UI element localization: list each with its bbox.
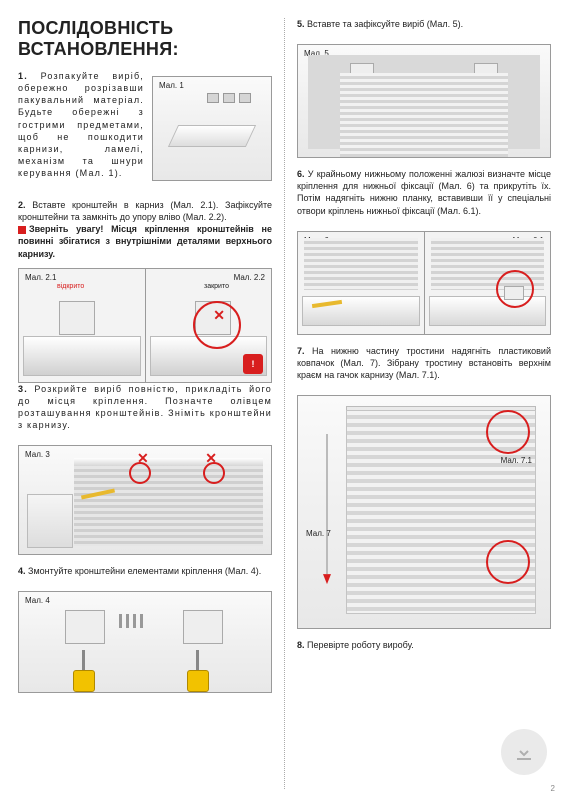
step-2-text: 2. Вставте кронштейн в карниз (Мал. 2.1)… — [18, 199, 272, 223]
step-4: 4. Змонтуйте кронштейни елементами кріпл… — [18, 565, 272, 577]
step-6: 6. У крайньому нижньому положенні жалюзі… — [297, 168, 551, 217]
left-column: ПОСЛІДОВНІСТЬ ВСТАНОВЛЕННЯ: 1. Розпакуйт… — [18, 18, 282, 789]
figure-1: Мал. 1 — [152, 76, 272, 181]
page-title: ПОСЛІДОВНІСТЬ ВСТАНОВЛЕННЯ: — [18, 18, 272, 60]
label-closed: закрито — [204, 283, 229, 290]
figure-6-group: Мал. 6 Мал. 6.1 — [297, 231, 551, 335]
figure-3: Мал. 3 ✕✕ — [18, 445, 272, 555]
step-2-warning: Зверніть увагу! Місця кріплення кронштей… — [18, 223, 272, 259]
figure-1-label: Мал. 1 — [159, 81, 184, 90]
step-1-text: 1. Розпакуйте виріб, обережно розрізавши… — [18, 70, 144, 179]
label-open: відкрито — [57, 283, 84, 290]
figure-2-1-label: Мал. 2.1 — [25, 273, 56, 282]
figure-2-group: Мал. 2.1 відкрито Мал. 2.2 закрито ✕ ! — [18, 268, 272, 383]
figure-7: Мал. 7.1 Мал. 7 — [297, 395, 551, 629]
step-2: 2. Вставте кронштейн в карниз (Мал. 2.1)… — [18, 199, 272, 260]
figure-4-label: Мал. 4 — [25, 596, 50, 605]
right-column: 5. Вставте та зафіксуйте виріб (Мал. 5).… — [287, 18, 551, 789]
step-3-text: 3. Розкрийте виріб повністю, прикладіть … — [18, 383, 272, 432]
figure-2-2-label: Мал. 2.2 — [234, 273, 265, 282]
figure-6: Мал. 6 — [297, 231, 424, 335]
step-6-text: 6. У крайньому нижньому положенні жалюзі… — [297, 168, 551, 217]
step-4-text: 4. Змонтуйте кронштейни елементами кріпл… — [18, 565, 272, 577]
step-5-text: 5. Вставте та зафіксуйте виріб (Мал. 5). — [297, 18, 551, 30]
figure-2-2: Мал. 2.2 закрито ✕ ! — [145, 268, 273, 383]
column-divider — [284, 18, 285, 789]
alert-icon: ! — [243, 354, 263, 374]
figure-2-1: Мал. 2.1 відкрито — [18, 268, 145, 383]
step-8: 8. Перевірте роботу виробу. — [297, 639, 551, 651]
figure-4: Мал. 4 — [18, 591, 272, 693]
figure-5: Мал. 5 — [297, 44, 551, 158]
figure-3-label: Мал. 3 — [25, 450, 50, 459]
step-3: 3. Розкрийте виріб повністю, прикладіть … — [18, 383, 272, 432]
step-5: 5. Вставте та зафіксуйте виріб (Мал. 5). — [297, 18, 551, 30]
figure-6-1: Мал. 6.1 — [424, 231, 552, 335]
step-7: 7. На нижню частину тростини надягніть п… — [297, 345, 551, 381]
step-7-text: 7. На нижню частину тростини надягніть п… — [297, 345, 551, 381]
step-1: 1. Розпакуйте виріб, обережно розрізавши… — [18, 70, 272, 191]
step-8-text: 8. Перевірте роботу виробу. — [297, 639, 551, 651]
page-number: 2 — [551, 784, 555, 793]
figure-7-1-label: Мал. 7.1 — [501, 456, 532, 465]
download-icon[interactable] — [501, 729, 547, 775]
figure-7-label: Мал. 7 — [306, 529, 331, 538]
